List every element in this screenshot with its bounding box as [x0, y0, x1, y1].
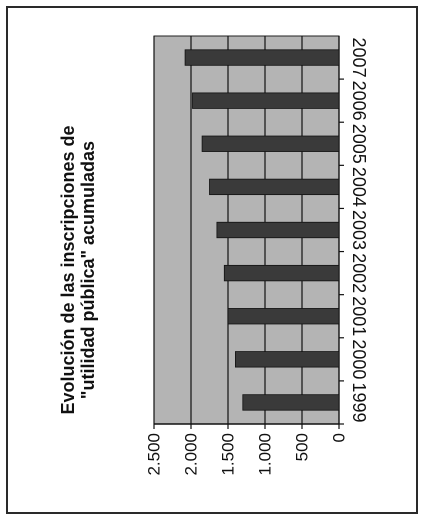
x-tick-label: 2004	[349, 167, 369, 207]
x-tick-label: 2003	[349, 210, 369, 250]
bar	[209, 178, 340, 196]
bar	[192, 92, 340, 109]
x-tick-label: 2001	[349, 296, 369, 336]
x-tick-label: 2006	[349, 81, 369, 121]
bar	[234, 351, 340, 368]
bar	[227, 308, 340, 325]
bar	[223, 264, 340, 282]
bar	[216, 221, 340, 239]
y-tick-label: 500	[293, 433, 312, 461]
x-tick-label: 2005	[349, 124, 369, 164]
chart-title: Evolución de las inscripciones de "utilid…	[58, 125, 98, 414]
bar	[201, 135, 340, 152]
y-tick-label: 2.000	[182, 433, 201, 476]
y-tick-label: 1.500	[219, 433, 238, 476]
bar	[242, 394, 340, 411]
y-tick-label: 0	[330, 433, 349, 442]
chart-title-line: "utilidad pública" acumuladas	[78, 141, 98, 399]
bar	[184, 49, 340, 66]
y-tick-label: 1.000	[256, 433, 275, 476]
x-tick-label: 2007	[349, 38, 369, 78]
x-tick-label: 2002	[349, 253, 369, 293]
chart-title-line: Evolución de las inscripciones de	[58, 125, 78, 414]
x-tick-label: 2000	[349, 339, 369, 379]
x-tick-label: 1999	[349, 382, 369, 422]
y-tick-label: 2.500	[145, 433, 164, 476]
